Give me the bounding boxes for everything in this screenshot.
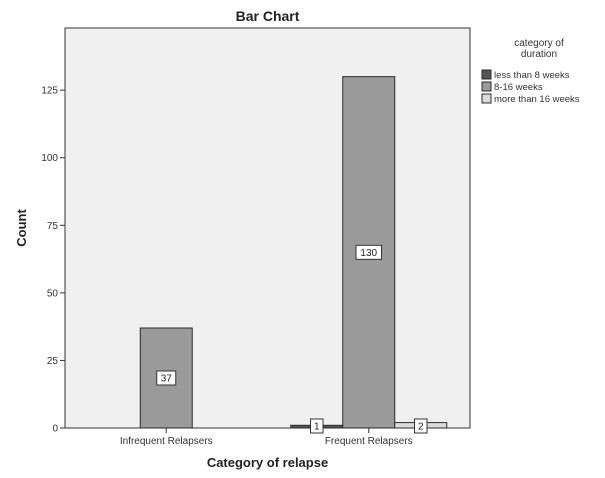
- legend-label: more than 16 weeks: [494, 94, 580, 105]
- legend-swatch: [481, 93, 492, 104]
- data-label: 130: [355, 244, 382, 260]
- data-label-text: 2: [418, 422, 424, 433]
- y-axis-label: Count: [14, 209, 29, 247]
- plot-area: [64, 27, 471, 429]
- data-label-text: 1: [314, 422, 320, 433]
- x-tick-label: Frequent Relapsers: [325, 436, 413, 447]
- legend-label: less than 8 weeks: [494, 70, 570, 81]
- y-tick-label: 125: [41, 86, 58, 97]
- legend-title: category of duration: [514, 38, 564, 60]
- data-label-box: [355, 244, 382, 260]
- chart-title: Bar Chart: [236, 8, 300, 24]
- data-label-box: [156, 370, 177, 386]
- y-tick-label: 75: [47, 221, 59, 232]
- legend-swatch: [481, 69, 492, 80]
- data-label-text: 130: [360, 248, 377, 259]
- y-tick-label: 50: [47, 288, 59, 299]
- y-tick-label: 0: [52, 424, 58, 435]
- y-tick-label: 100: [41, 153, 58, 164]
- x-axis-ticks: Infrequent Relapsers Frequent Relapsers: [120, 428, 413, 447]
- data-label: 37: [156, 370, 177, 386]
- data-label: 2: [414, 418, 428, 434]
- x-tick-label: Infrequent Relapsers: [120, 436, 213, 447]
- y-axis-ticks: 0 25 50 75 100 125: [41, 86, 65, 435]
- data-label-box: [310, 418, 324, 434]
- x-axis-label: Category of relapse: [207, 455, 328, 470]
- legend-swatch: [481, 81, 492, 92]
- legend: category of duration less than 8 weeks8-1…: [481, 38, 580, 105]
- legend-label: 8-16 weeks: [494, 82, 543, 93]
- data-label-box: [414, 418, 428, 434]
- data-label: 1: [310, 418, 324, 434]
- data-label-text: 37: [161, 374, 173, 385]
- y-tick-label: 25: [47, 356, 59, 367]
- data-labels: 37 1 130 2: [156, 244, 428, 434]
